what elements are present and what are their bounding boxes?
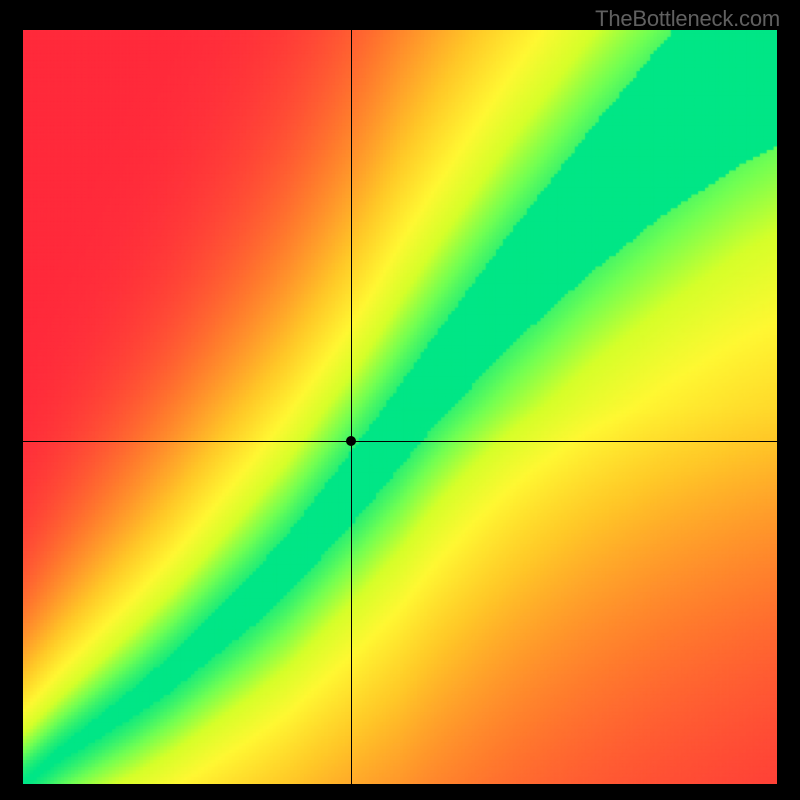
crosshair-horizontal	[23, 441, 777, 442]
crosshair-marker	[346, 436, 356, 446]
heatmap-canvas	[23, 30, 777, 784]
chart-container: TheBottleneck.com	[0, 0, 800, 800]
plot-area	[23, 30, 777, 784]
crosshair-vertical	[351, 30, 352, 784]
watermark-text: TheBottleneck.com	[595, 6, 780, 32]
